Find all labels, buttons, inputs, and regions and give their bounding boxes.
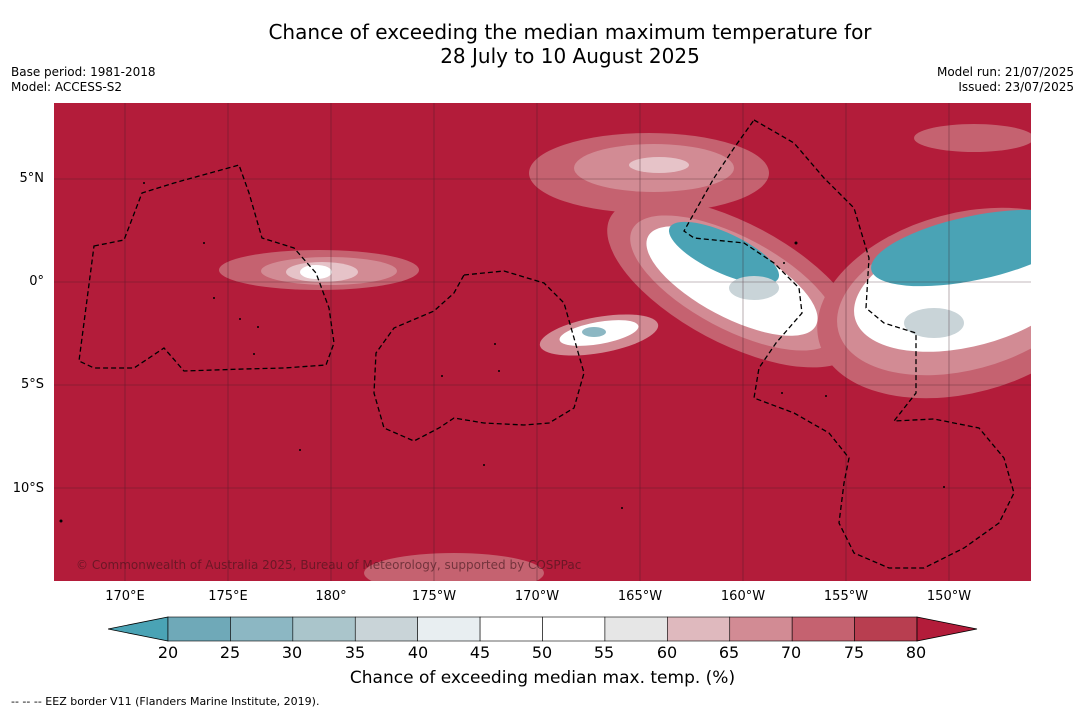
colorbar-tick: 45 (469, 643, 491, 662)
lat-label-5n: 5°N (19, 171, 45, 186)
field-blob (629, 157, 689, 173)
copyright-notice: © Commonwealth of Australia 2025, Bureau… (76, 558, 582, 572)
colorbar-tick: 35 (344, 643, 366, 662)
lon-label-165w: 165°W (617, 589, 663, 604)
colorbar-bin (292, 616, 356, 642)
colorbar-under-arrow (108, 616, 169, 642)
base-period: Base period: 1981-2018 (11, 65, 156, 79)
colorbar-bin (479, 616, 543, 642)
colorbar-bin (667, 616, 731, 642)
field-blob (729, 276, 779, 300)
title-line-2: 28 July to 10 August 2025 (440, 44, 700, 68)
colorbar-bin (417, 616, 481, 642)
eez-footnote: -- -- -- EEZ border V11 (Flanders Marine… (11, 695, 320, 708)
metadata-left: Base period: 1981-2018 Model: ACCESS-S2 (11, 65, 156, 95)
lon-label-175w: 175°W (411, 589, 457, 604)
eez-borders (78, 119, 1015, 569)
metadata-right: Model run: 21/07/2025 Issued: 23/07/2025 (937, 65, 1074, 95)
lon-label-150w: 150°W (926, 589, 972, 604)
colorbar-bin (354, 616, 418, 642)
lat-label-10s: 10°S (12, 481, 44, 496)
colorbar-tick: 60 (656, 643, 678, 662)
lon-label-160w: 160°W (720, 589, 766, 604)
lon-label-170w: 170°W (514, 589, 560, 604)
field-blob (668, 221, 780, 285)
lon-label-155w: 155°W (823, 589, 869, 604)
colorbar-bin (542, 616, 606, 642)
model-run: Model run: 21/07/2025 (936, 65, 1074, 79)
colorbar-bin (729, 616, 793, 642)
lon-label-170e: 170°E (105, 589, 145, 604)
lon-label-180: 180° (315, 589, 347, 604)
colorbar-tick: 50 (531, 643, 553, 662)
map-title: Chance of exceeding the median maximum t… (0, 20, 1085, 68)
colorbar-bin (167, 616, 231, 642)
map-panel[interactable] (54, 103, 1031, 581)
colorbar-label: Chance of exceeding median max. temp. (%… (349, 668, 736, 688)
colorbar-tick: 65 (718, 643, 740, 662)
colorbar-tick: 20 (157, 643, 179, 662)
islands (59, 182, 945, 523)
graticule (54, 103, 1031, 581)
lat-label-5s: 5°S (20, 377, 44, 392)
colorbar-bin (791, 616, 855, 642)
lon-label-175e: 175°E (208, 589, 248, 604)
field-blob (582, 327, 606, 337)
colorbar-bin (230, 616, 294, 642)
colorbar-tick: 70 (780, 643, 802, 662)
title-line-1: Chance of exceeding the median maximum t… (268, 20, 872, 44)
colorbar-over-arrow (916, 616, 978, 642)
colorbar-tick: 80 (905, 643, 927, 662)
field-blob (914, 124, 1031, 152)
field-blob (871, 209, 1031, 287)
colorbar-tick: 25 (219, 643, 241, 662)
field-blob (364, 553, 544, 581)
model-name: Model: ACCESS-S2 (11, 80, 123, 94)
colorbar-tick: 40 (407, 643, 429, 662)
colorbar-bin (604, 616, 668, 642)
issued-date: Issued: 23/07/2025 (958, 80, 1074, 94)
colorbar-bin (854, 616, 918, 642)
colorbar-tick: 75 (843, 643, 865, 662)
colorbar-tick: 30 (281, 643, 303, 662)
field-blob (904, 308, 964, 338)
colorbar-bins (167, 616, 918, 642)
lat-label-0: 0° (29, 274, 44, 289)
colorbar (108, 616, 978, 642)
field-blob (300, 265, 332, 279)
map-canvas (54, 103, 1031, 581)
colorbar-tick: 55 (593, 643, 615, 662)
probability-field (219, 124, 1031, 581)
